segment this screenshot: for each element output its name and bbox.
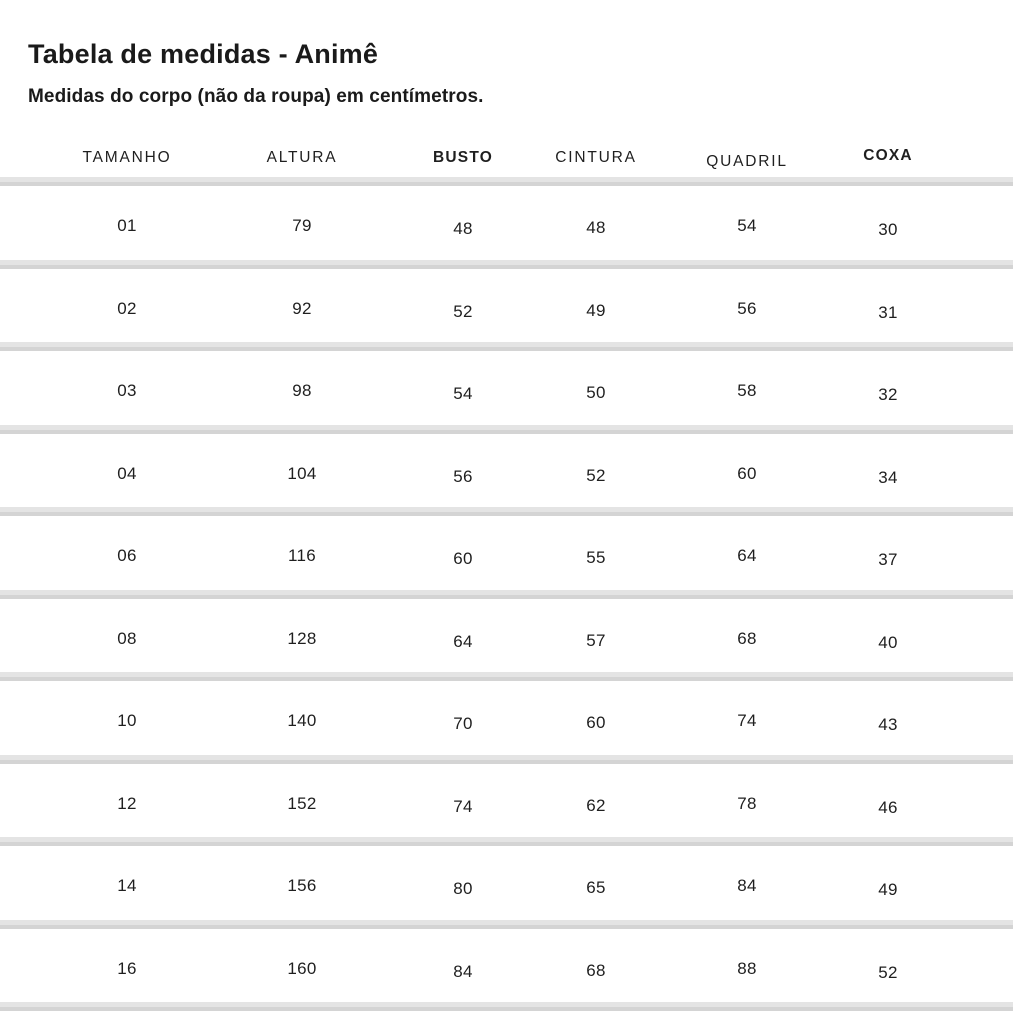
table-row: 10 140 70 60 74 43 xyxy=(0,681,1013,755)
table-cell: 84 xyxy=(453,961,473,981)
table-body: 01 79 48 48 54 30 02 92 52 49 56 31 03 98 54 50 58 32 04 10… xyxy=(0,186,1013,1011)
table-cell: 84 xyxy=(737,876,757,896)
table-cell: 48 xyxy=(453,219,473,239)
table-cell: 10 xyxy=(117,711,137,731)
column-header-quadril: QUADRIL xyxy=(706,153,788,170)
row-divider xyxy=(0,177,1013,186)
table-cell: 02 xyxy=(117,298,137,318)
table-cell: 55 xyxy=(586,548,606,568)
row-divider xyxy=(0,919,1013,929)
table-cell: 156 xyxy=(287,876,317,896)
table-cell: 37 xyxy=(878,550,898,570)
table-cell: 58 xyxy=(737,381,757,401)
table-cell: 49 xyxy=(878,880,898,900)
table-cell: 31 xyxy=(878,302,898,322)
table-row: 14 156 80 65 84 49 xyxy=(0,846,1013,920)
row-divider xyxy=(0,1002,1013,1011)
table-row: 03 98 54 50 58 32 xyxy=(0,351,1013,425)
table-header-row: TAMANHO ALTURA BUSTO CINTURA QUADRIL COX… xyxy=(0,119,1013,177)
row-divider xyxy=(0,589,1013,599)
table-row: 12 152 74 62 78 46 xyxy=(0,764,1013,838)
table-cell: 52 xyxy=(453,301,473,321)
table-cell: 60 xyxy=(586,713,606,733)
table-row: 16 160 84 68 88 52 xyxy=(0,929,1013,1003)
table-row: 08 128 64 57 68 40 xyxy=(0,599,1013,673)
table-row: 02 92 52 49 56 31 xyxy=(0,269,1013,343)
row-divider xyxy=(0,424,1013,434)
table-cell: 62 xyxy=(586,795,606,815)
table-cell: 92 xyxy=(292,298,312,318)
table-cell: 54 xyxy=(737,216,757,236)
table-cell: 68 xyxy=(737,628,757,648)
table-cell: 74 xyxy=(453,796,473,816)
table-cell: 152 xyxy=(287,793,317,813)
table-cell: 03 xyxy=(117,381,137,401)
table-cell: 32 xyxy=(878,385,898,405)
table-cell: 46 xyxy=(878,797,898,817)
column-header-altura: ALTURA xyxy=(266,149,338,166)
table-cell: 60 xyxy=(453,549,473,569)
table-cell: 116 xyxy=(287,546,316,566)
table-cell: 70 xyxy=(453,714,473,734)
row-divider xyxy=(0,837,1013,846)
table-cell: 74 xyxy=(737,711,757,731)
table-cell: 65 xyxy=(586,878,606,898)
row-divider xyxy=(0,754,1013,764)
size-chart-page: Tabela de medidas - Animê Medidas do cor… xyxy=(0,38,1013,1013)
page-subtitle: Medidas do corpo (não da roupa) em centí… xyxy=(28,86,484,107)
table-cell: 04 xyxy=(117,463,137,483)
table-cell: 40 xyxy=(878,632,898,652)
row-divider xyxy=(0,672,1013,681)
table-cell: 49 xyxy=(586,300,606,320)
table-cell: 52 xyxy=(878,962,898,982)
table-cell: 64 xyxy=(453,631,473,651)
table-cell: 30 xyxy=(878,220,898,240)
table-cell: 50 xyxy=(586,383,606,403)
table-cell: 52 xyxy=(586,465,606,485)
table-cell: 48 xyxy=(586,218,606,238)
table-cell: 56 xyxy=(737,298,757,318)
table-cell: 56 xyxy=(453,466,473,486)
table-cell: 68 xyxy=(586,960,606,980)
row-divider xyxy=(0,342,1013,351)
size-table: TAMANHO ALTURA BUSTO CINTURA QUADRIL COX… xyxy=(0,119,1013,1011)
table-row: 04 104 56 52 60 34 xyxy=(0,434,1013,508)
table-cell: 01 xyxy=(117,216,137,236)
column-header-tamanho: TAMANHO xyxy=(82,149,172,166)
table-cell: 80 xyxy=(453,879,473,899)
row-divider xyxy=(0,507,1013,516)
page-title: Tabela de medidas - Animê xyxy=(28,39,379,69)
table-cell: 54 xyxy=(453,384,473,404)
table-row: 01 79 48 48 54 30 xyxy=(0,186,1013,260)
table-cell: 57 xyxy=(586,630,606,650)
table-cell: 16 xyxy=(117,958,137,978)
table-cell: 08 xyxy=(117,628,137,648)
table-cell: 43 xyxy=(878,715,898,735)
column-header-cintura: CINTURA xyxy=(555,149,637,166)
table-cell: 160 xyxy=(287,958,317,978)
table-cell: 60 xyxy=(737,463,757,483)
table-cell: 06 xyxy=(117,546,137,566)
table-cell: 140 xyxy=(287,711,317,731)
column-header-coxa: COXA xyxy=(863,147,913,164)
table-cell: 98 xyxy=(292,381,312,401)
table-cell: 14 xyxy=(117,876,137,896)
table-cell: 128 xyxy=(287,628,317,648)
table-row: 06 116 60 55 64 37 xyxy=(0,516,1013,590)
table-cell: 79 xyxy=(292,216,312,236)
table-cell: 88 xyxy=(737,958,757,978)
table-cell: 78 xyxy=(737,793,757,813)
table-cell: 12 xyxy=(117,793,137,813)
table-cell: 34 xyxy=(878,467,898,487)
table-cell: 64 xyxy=(737,546,757,566)
row-divider xyxy=(0,259,1013,269)
table-cell: 104 xyxy=(287,463,317,483)
column-header-busto: BUSTO xyxy=(433,149,493,166)
